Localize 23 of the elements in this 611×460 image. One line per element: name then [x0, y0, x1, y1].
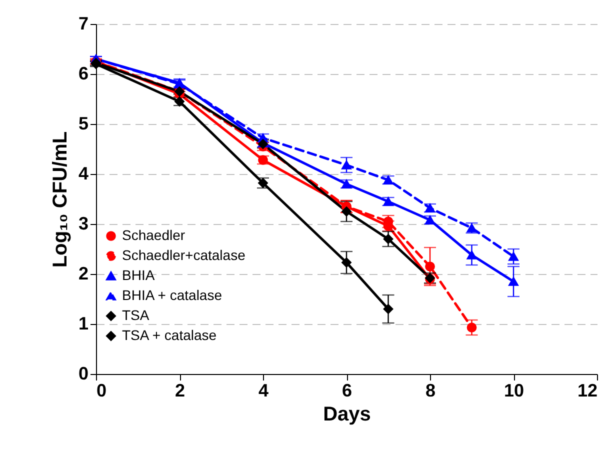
y-tick-label: 0: [78, 364, 88, 384]
x-tick-label: 12: [577, 380, 598, 400]
x-axis-title: Days: [323, 404, 371, 426]
y-tick-label: 5: [78, 114, 88, 134]
legend-label: Schaedler+catalase: [122, 247, 246, 263]
x-tick-label: 6: [342, 380, 352, 400]
y-tick-label: 1: [78, 314, 88, 334]
y-tick-label: 4: [78, 164, 88, 184]
y-tick-label: 2: [78, 264, 88, 284]
x-tick-label: 4: [258, 380, 269, 400]
y-tick-label: 3: [78, 214, 88, 234]
x-tick-label: 2: [174, 380, 186, 400]
legend-label: TSA + catalase: [122, 327, 217, 343]
y-axis-title: Log₁₀ CFU/mL: [49, 131, 72, 268]
x-tick-label: 8: [425, 380, 436, 400]
x-tick-label: 10: [504, 380, 524, 400]
y-tick-label: 6: [78, 64, 88, 84]
legend-label: BHIA + catalase: [122, 287, 222, 303]
x-tick-label: 0: [96, 380, 107, 400]
y-tick-label: 7: [78, 14, 88, 34]
legend-label: BHIA: [122, 267, 156, 283]
legend-label: Schaedler: [122, 227, 186, 243]
legend-label: TSA: [122, 307, 150, 323]
